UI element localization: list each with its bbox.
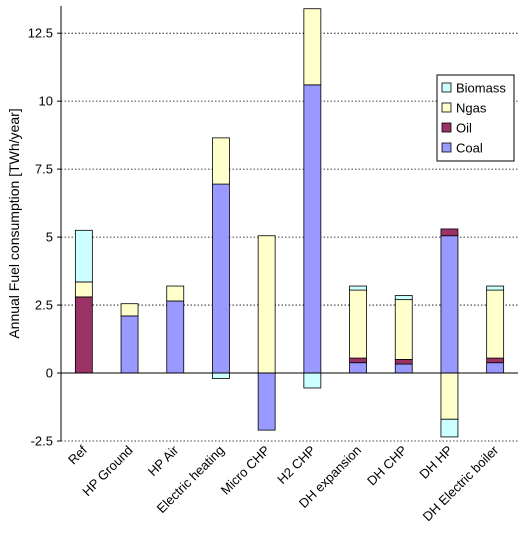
bar-coal-5 — [303, 84, 322, 374]
bar-coal-7 — [394, 363, 413, 374]
bar-coal-6 — [349, 362, 367, 374]
legend-swatch-oil — [441, 122, 452, 133]
bar-coal-3 — [212, 183, 230, 374]
bar-biomass-3 — [212, 372, 230, 379]
bar-oil-7 — [394, 359, 413, 365]
bar-biomass-9 — [486, 285, 505, 291]
bar-biomass-7 — [394, 295, 413, 301]
legend-label-ngas: Ngas — [456, 101, 487, 116]
y-axis-title: Annual Fuel consumption [TWh/year] — [6, 108, 22, 338]
y-tick-label: 5 — [46, 230, 53, 245]
bar-ngas-7 — [394, 299, 413, 360]
legend-label-oil: Oil — [456, 121, 472, 136]
bar-ngas-4 — [257, 235, 276, 374]
y-tick-label: 10 — [39, 94, 53, 109]
bar-oil-6 — [349, 357, 367, 364]
y-tick-label: 7.5 — [35, 162, 53, 177]
legend-swatch-ngas — [441, 102, 452, 113]
bar-ngas-8 — [440, 372, 459, 420]
x-category-label: DH HP — [416, 443, 455, 482]
x-category-label: DH CHP — [364, 443, 410, 489]
bar-biomass-6 — [349, 285, 367, 291]
legend-swatch-biomass — [441, 82, 452, 93]
bar-ngas-5 — [303, 8, 322, 86]
x-category-label: HP Air — [145, 442, 182, 479]
bar-ngas-6 — [349, 289, 367, 359]
legend-label-coal: Coal — [456, 141, 483, 156]
y-tick-label: 12.5 — [28, 26, 53, 41]
x-category-label: H2 CHP — [274, 443, 318, 487]
x-category-label: Ref — [65, 442, 90, 467]
bar-oil-8 — [440, 228, 459, 237]
legend-swatch-coal — [441, 142, 452, 153]
bar-biomass-5 — [303, 372, 322, 389]
y-tick-label: -2.5 — [31, 434, 53, 449]
bar-coal-8 — [440, 235, 459, 374]
bar-coal-4 — [257, 372, 276, 431]
bar-ngas-1 — [120, 303, 139, 317]
x-category-label: Micro CHP — [218, 443, 273, 498]
y-tick-label: 2.5 — [35, 298, 53, 313]
bar-coal-9 — [486, 362, 505, 374]
bar-ngas-0 — [74, 281, 93, 298]
bar-biomass-8 — [440, 418, 459, 438]
bar-coal-2 — [166, 300, 185, 374]
bar-ngas-9 — [486, 289, 505, 359]
bar-oil-9 — [486, 357, 505, 364]
y-tick-label: 0 — [46, 366, 53, 381]
bar-ngas-2 — [166, 285, 185, 302]
bar-coal-1 — [120, 315, 139, 374]
legend-label-biomass: Biomass — [456, 81, 506, 96]
bar-oil-0 — [74, 296, 93, 374]
bar-biomass-0 — [74, 229, 93, 283]
bar-ngas-3 — [212, 137, 230, 185]
